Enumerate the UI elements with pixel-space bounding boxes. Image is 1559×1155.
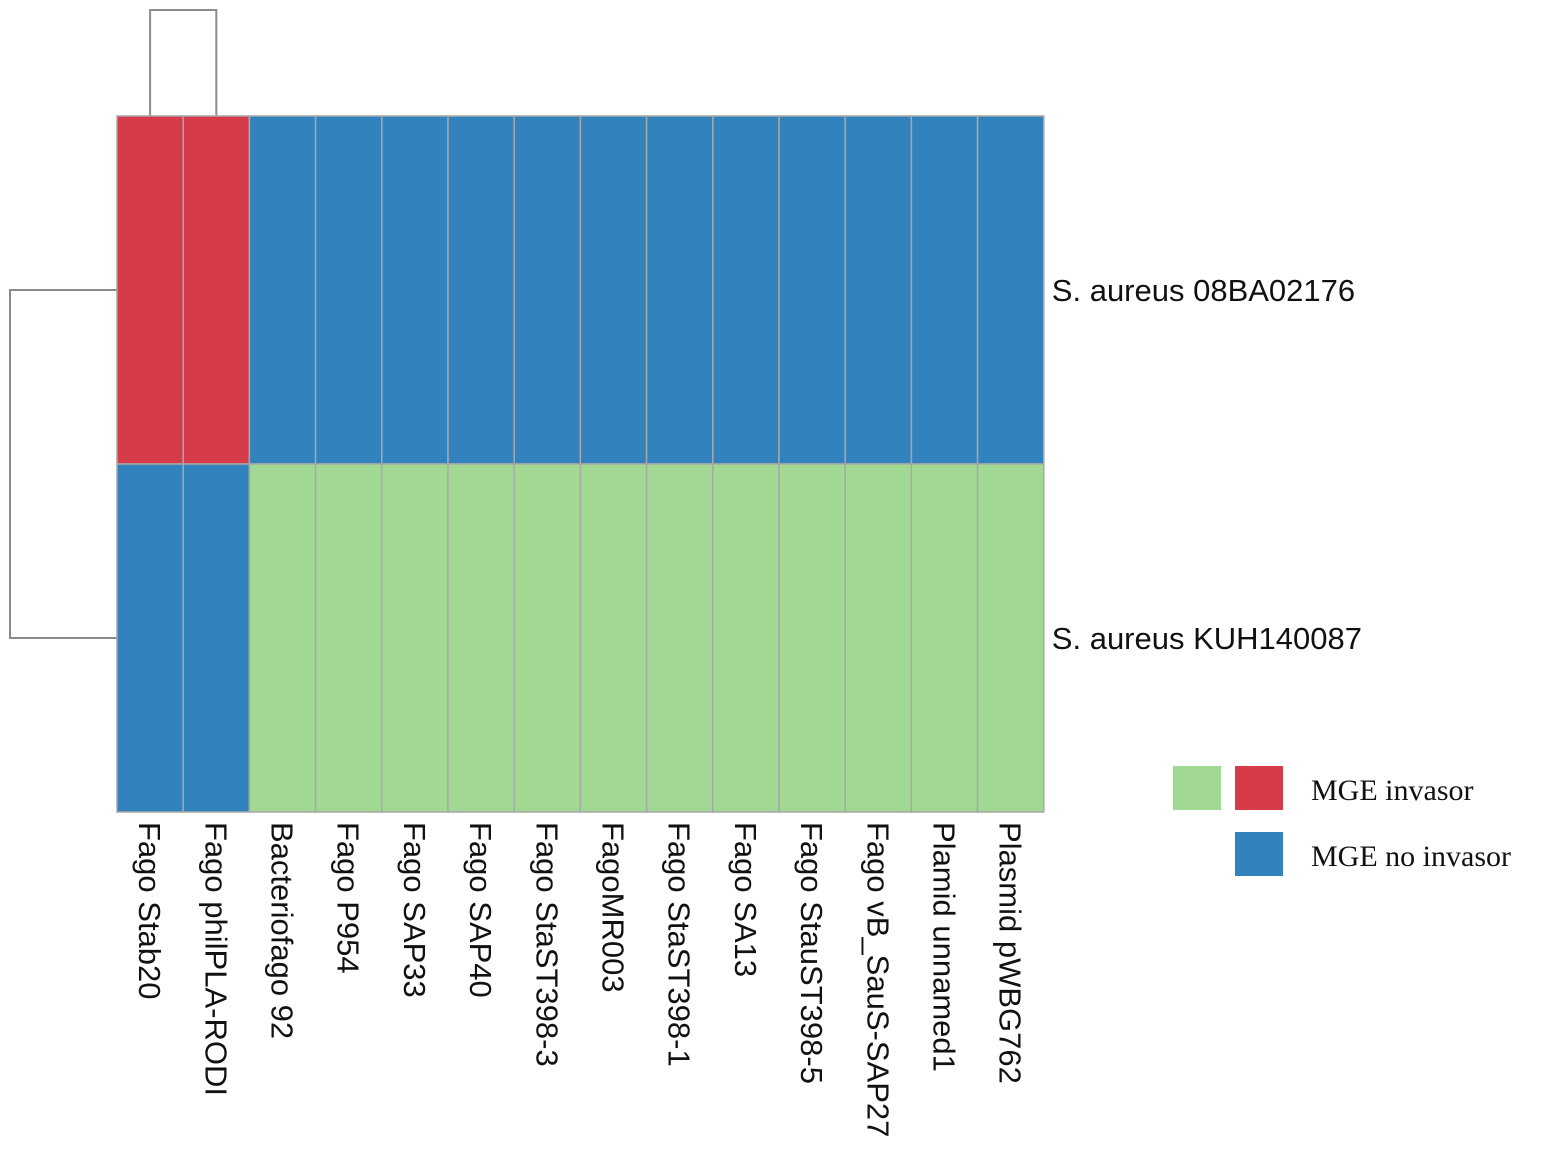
heatmap-cell-s-aureus-08ba02176-fago-stast398-3 [513,115,582,465]
heatmap-cell-s-aureus-08ba02176-fago-staust398-5 [778,115,846,465]
legend-label-mge-invasor: MGE invasor [1311,774,1473,807]
column-label-fago-sap40: Fago SAP40 [463,822,498,998]
heatmap-cell-s-aureus-08ba02176-fago-sap33 [381,115,449,465]
heatmap-cell-s-aureus-kuh140087-fagomr003 [579,463,648,813]
heatmap-cell-s-aureus-08ba02176-plasmid-pwbg762 [976,115,1045,465]
column-label-plamid-unnamed1: Plamid unnamed1 [927,822,962,1072]
heatmap-cell-s-aureus-kuh140087-bacteriofago-92 [248,463,317,813]
column-label-fago-stast398-1: Fago StaST398-1 [662,822,697,1067]
heatmap-cell-s-aureus-08ba02176-fago-sap40 [447,115,515,465]
dendrogram-layer [9,9,218,639]
heatmap-cell-s-aureus-kuh140087-fago-stast398-3 [513,463,582,813]
heatmap-cell-s-aureus-08ba02176-fago-vb-saus-sap27 [844,115,913,465]
heatmap-cell-s-aureus-kuh140087-fago-p954 [314,463,383,813]
legend-swatch-red [1235,766,1283,810]
column-label-bacteriofago-92: Bacteriofago 92 [265,822,300,1039]
heatmap-cell-s-aureus-kuh140087-fago-sap40 [447,463,515,813]
heatmap-cell-s-aureus-kuh140087-fago-sa13 [712,463,780,813]
legend: MGE invasor MGE no invasor [1173,766,1511,876]
heatmap-cell-s-aureus-kuh140087-fago-vb-saus-sap27 [844,463,913,813]
column-label-plasmid-pwbg762: Plasmid pWBG762 [993,822,1028,1084]
heatmap-cell-s-aureus-08ba02176-fagomr003 [579,115,648,465]
column-label-fago-vb-saus-sap27: Fago vB_SauS-SAP27 [860,822,895,1137]
heatmap-cell-s-aureus-kuh140087-fago-staust398-5 [778,463,846,813]
column-label-fago-stast398-3: Fago StaST398-3 [529,822,564,1067]
column-label-fago-sap33: Fago SAP33 [397,822,432,998]
heatmap-cell-s-aureus-08ba02176-plamid-unnamed1 [910,115,979,465]
column-label-fago-staust398-5: Fago StauST398-5 [794,822,829,1084]
column-label-fagomr003: FagoMR003 [596,822,631,993]
heatmap-cell-s-aureus-08ba02176-fago-sa13 [712,115,780,465]
heatmap-cell-s-aureus-08ba02176-fago-stab20 [116,115,184,465]
heatmap-cells [116,115,1045,813]
heatmap-cell-s-aureus-kuh140087-fago-stab20 [116,463,184,813]
heatmap-cell-s-aureus-08ba02176-bacteriofago-92 [248,115,317,465]
heatmap-cell-s-aureus-kuh140087-plasmid-pwbg762 [976,463,1045,813]
heatmap-cell-s-aureus-kuh140087-plamid-unnamed1 [910,463,979,813]
column-label-fago-sa13: Fago SA13 [728,822,763,977]
legend-swatch-green [1173,766,1221,810]
legend-label-mge-no-invasor: MGE no invasor [1311,840,1511,873]
heatmap-cell-s-aureus-kuh140087-fago-sap33 [381,463,449,813]
heatmap-cell-s-aureus-kuh140087-fago-philpla-rodi [182,463,251,813]
column-label-fago-p954: Fago P954 [331,822,366,974]
row-dendrogram [9,289,117,639]
heatmap-cell-s-aureus-kuh140087-fago-stast398-1 [645,463,714,813]
row-label-s-aureus-08ba02176: S. aureus 08BA02176 [1052,273,1355,308]
row-label-s-aureus-kuh140087: S. aureus KUH140087 [1052,621,1362,656]
heatmap-cell-s-aureus-08ba02176-fago-philpla-rodi [182,115,251,465]
heatmap-cell-s-aureus-08ba02176-fago-stast398-1 [645,115,714,465]
row-labels: S. aureus 08BA02176 S. aureus KUH140087 [1052,273,1362,656]
heatmap-cell-s-aureus-08ba02176-fago-p954 [314,115,383,465]
column-labels: Fago Stab20 Fago philPLA-RODI Bacteriofago… [132,822,1028,1137]
column-label-fago-philpla-rodi: Fago philPLA-RODI [198,822,233,1096]
column-dendrogram [149,9,218,116]
column-label-fago-stab20: Fago Stab20 [132,822,167,1000]
legend-swatch-blue [1235,832,1283,876]
